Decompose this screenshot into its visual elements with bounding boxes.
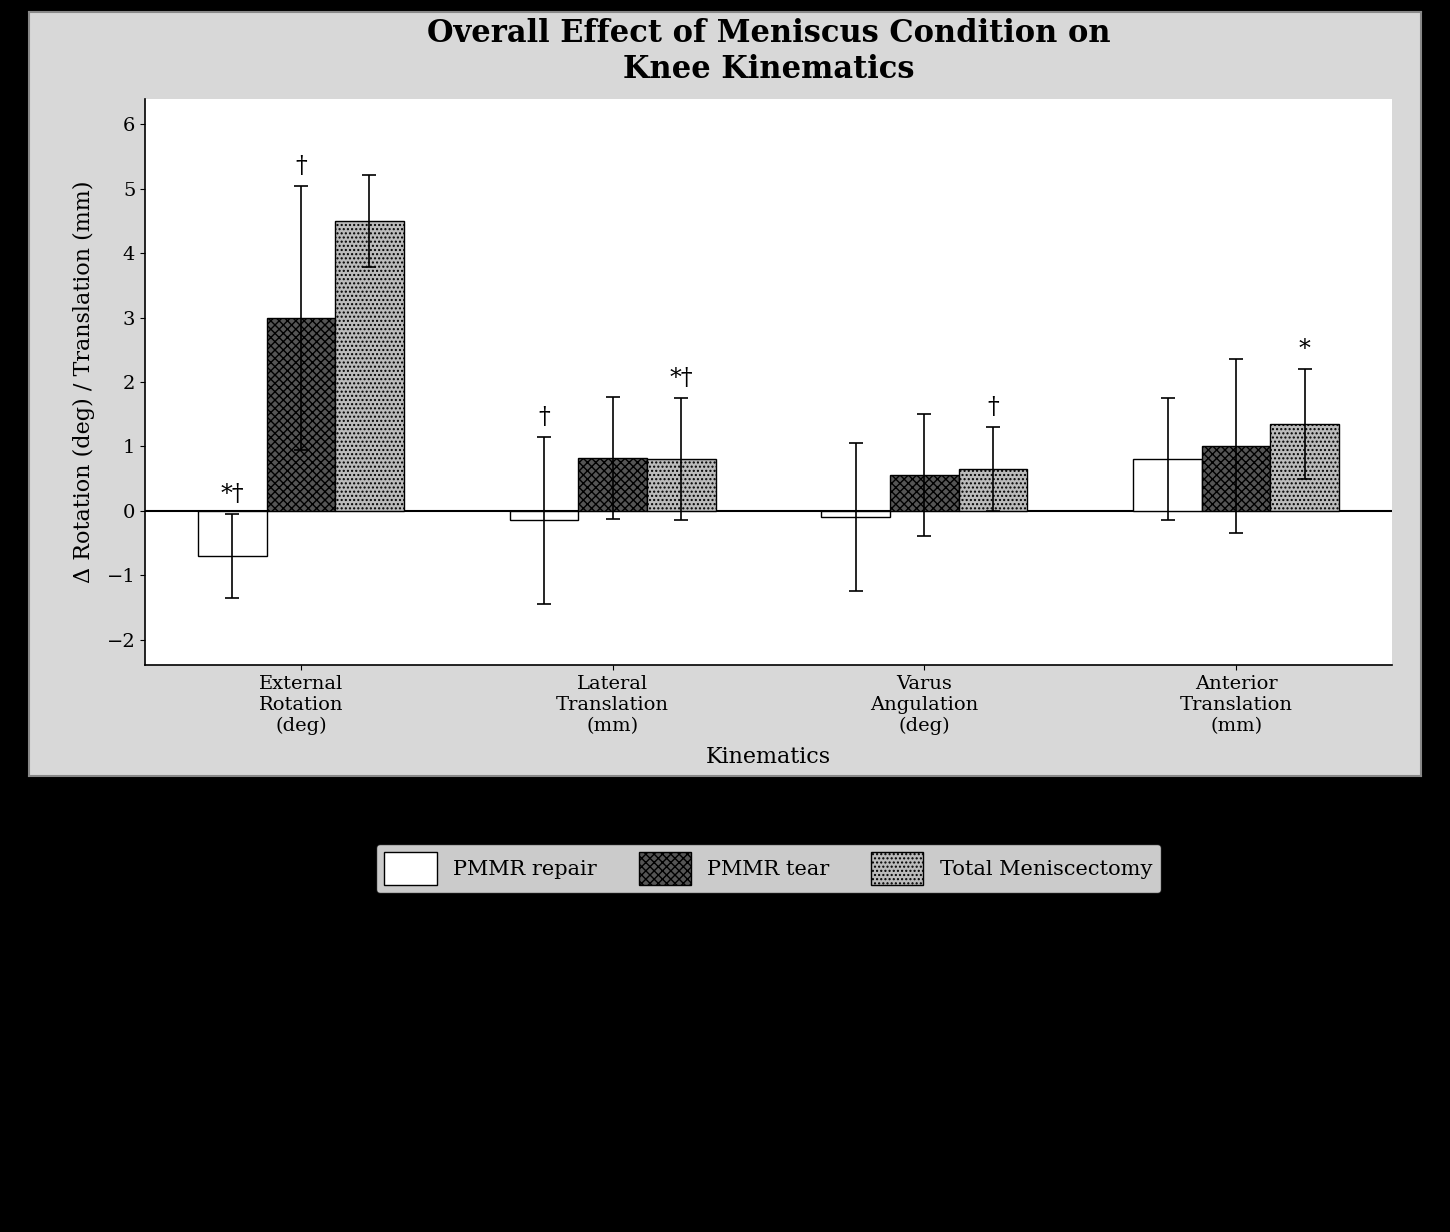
- Bar: [510, 511, 579, 520]
- X-axis label: Kinematics: Kinematics: [706, 747, 831, 768]
- Legend: PMMR repair, PMMR tear, Total Meniscectomy: PMMR repair, PMMR tear, Total Meniscecto…: [376, 844, 1161, 893]
- Y-axis label: Δ Rotation (deg) / Translation (mm): Δ Rotation (deg) / Translation (mm): [74, 181, 96, 583]
- Bar: [890, 476, 958, 511]
- Text: †: †: [538, 405, 550, 429]
- Bar: [267, 318, 335, 511]
- Bar: [579, 458, 647, 511]
- Text: *†: *†: [670, 367, 693, 391]
- Text: †: †: [987, 397, 999, 419]
- Text: †: †: [294, 155, 307, 177]
- Bar: [1270, 424, 1338, 511]
- Text: *†: *†: [220, 483, 244, 506]
- Bar: [647, 460, 715, 511]
- Title: Overall Effect of Meniscus Condition on
Knee Kinematics: Overall Effect of Meniscus Condition on …: [426, 18, 1111, 85]
- Text: *: *: [1299, 339, 1311, 361]
- Bar: [1202, 446, 1270, 511]
- Bar: [335, 221, 403, 511]
- Bar: [822, 511, 890, 517]
- Bar: [958, 469, 1027, 511]
- Bar: [199, 511, 267, 556]
- Bar: [1134, 460, 1202, 511]
